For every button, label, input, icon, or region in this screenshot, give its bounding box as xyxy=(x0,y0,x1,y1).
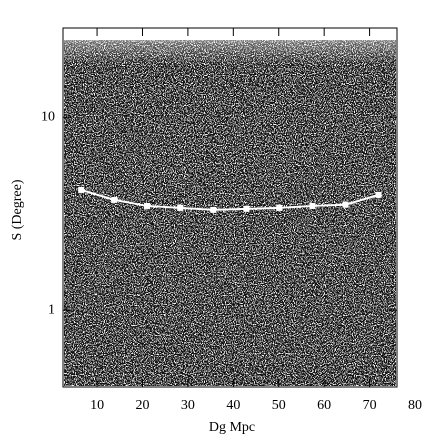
y-tick-label: 1 xyxy=(48,302,55,317)
point-marker xyxy=(342,201,349,208)
trend-line xyxy=(80,188,379,211)
x-tick-label: 80 xyxy=(408,398,422,413)
point-marker xyxy=(144,202,151,209)
point-marker xyxy=(375,191,382,198)
point-cloud xyxy=(64,29,396,386)
x-tick-label: 70 xyxy=(363,398,377,413)
plot-frame xyxy=(62,27,398,388)
point-marker xyxy=(243,205,250,212)
point-marker xyxy=(111,196,118,203)
x-tick-label: 30 xyxy=(181,398,195,413)
x-tick-label: 60 xyxy=(317,398,331,413)
x-tick-label: 10 xyxy=(90,398,104,413)
point-marker xyxy=(210,206,217,213)
x-tick-label: 50 xyxy=(272,398,286,413)
point-marker xyxy=(309,202,316,209)
x-tick-label: 40 xyxy=(226,398,240,413)
x-axis-label: Dg Mpc xyxy=(209,420,255,435)
point-marker xyxy=(78,186,85,193)
point-marker xyxy=(177,204,184,211)
x-tick-label: 20 xyxy=(135,398,149,413)
y-axis-label: S (Degree) xyxy=(10,179,25,240)
point-marker xyxy=(276,204,283,211)
y-tick-label: 10 xyxy=(41,109,55,124)
